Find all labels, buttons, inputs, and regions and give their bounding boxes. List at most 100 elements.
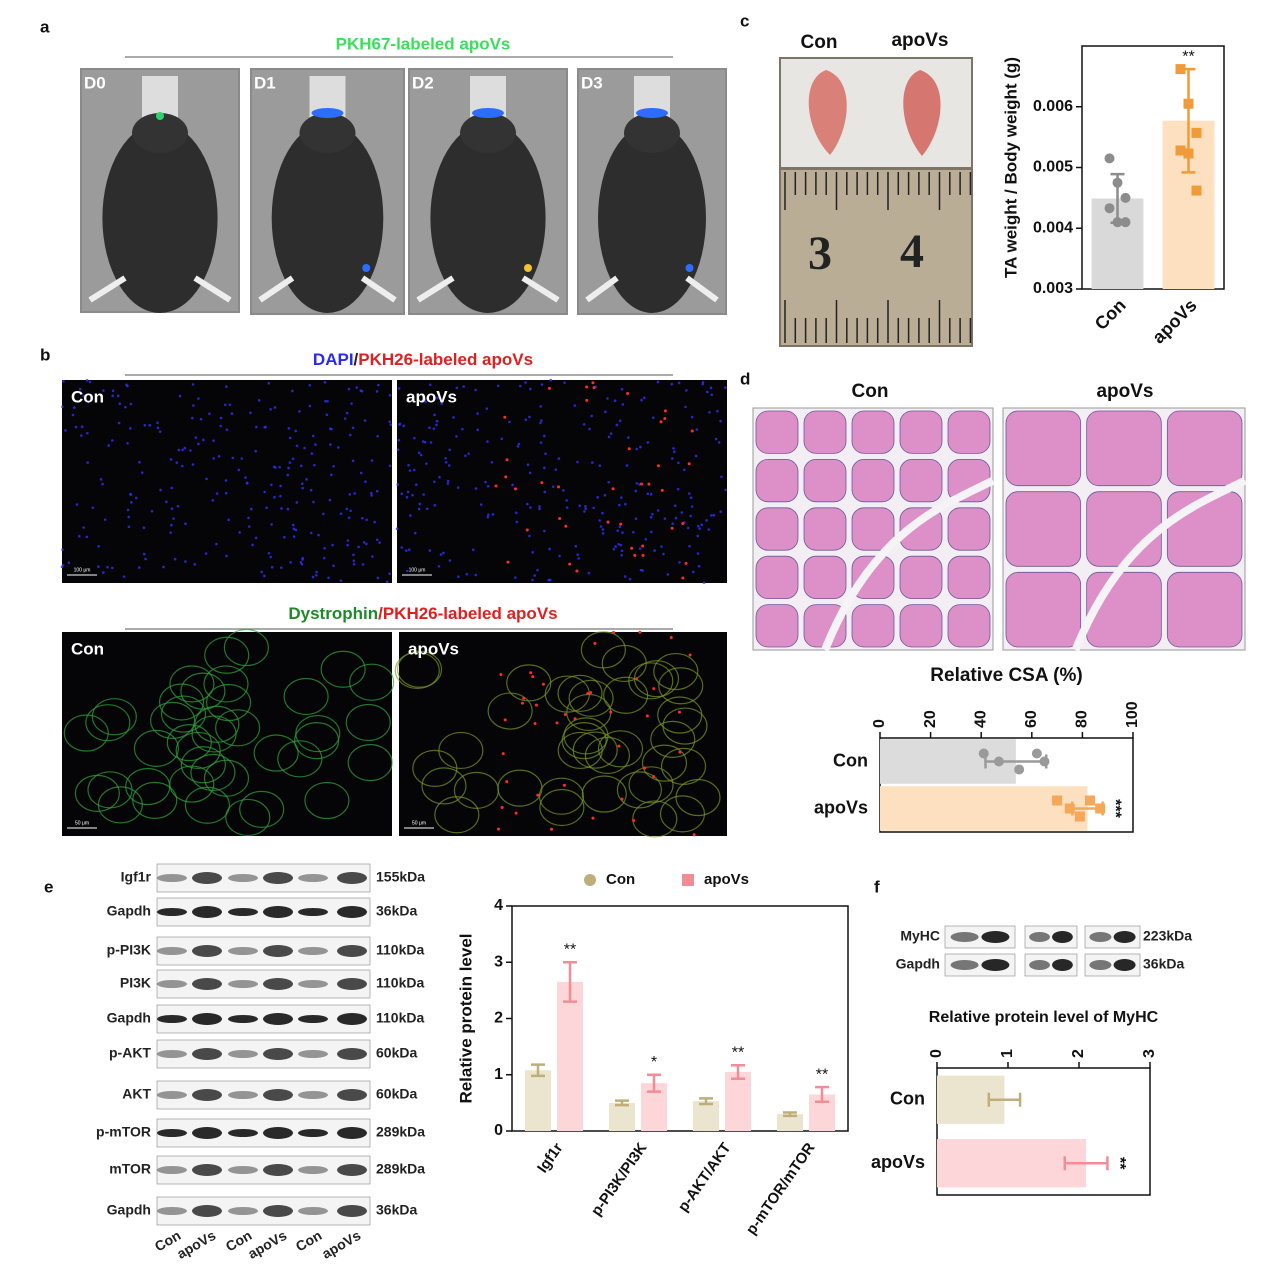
band: [192, 872, 222, 884]
fiber: [180, 672, 226, 710]
apov-signal: [494, 484, 498, 488]
annotation: **: [732, 1044, 744, 1061]
muscle: [808, 70, 847, 155]
nucleus: [513, 576, 517, 579]
nucleus: [148, 423, 152, 427]
x-tick-label: 20: [922, 710, 939, 728]
fiber: [755, 555, 799, 600]
image-label: apoVs: [1096, 381, 1153, 402]
nucleus: [607, 435, 611, 439]
nucleus: [325, 413, 329, 417]
nucleus: [601, 511, 604, 515]
nucleus: [413, 436, 416, 440]
y-tick-label: 0.006: [1033, 98, 1073, 115]
nucleus: [432, 427, 436, 430]
nucleus: [462, 385, 465, 388]
bar: [776, 1114, 803, 1131]
band: [157, 1050, 187, 1058]
fiber: [899, 410, 943, 454]
nucleus: [323, 546, 326, 550]
nucleus: [588, 427, 591, 431]
nucleus: [407, 463, 410, 467]
nucleus: [433, 480, 436, 484]
signal: [311, 108, 344, 118]
fiber: [616, 771, 662, 809]
gap: [821, 477, 995, 652]
nucleus: [618, 419, 622, 423]
nucleus: [724, 488, 727, 492]
y-axis-label: TA weight / Body weight (g): [1001, 57, 1020, 278]
nucleus: [640, 398, 643, 402]
muscle-photo: [779, 57, 973, 347]
nucleus: [671, 457, 674, 460]
nucleus: [298, 410, 301, 413]
fiber: [803, 458, 847, 503]
nucleus: [690, 415, 694, 419]
annotation: ***: [1106, 799, 1123, 818]
nucleus: [314, 443, 317, 446]
nucleus: [406, 569, 409, 573]
y-tick-label: 0: [494, 1122, 503, 1139]
band: [263, 1089, 293, 1101]
apov-signal: [520, 701, 524, 705]
size-label: 36kDa: [376, 903, 417, 919]
nucleus: [486, 484, 490, 488]
bar: [524, 1070, 551, 1131]
fiber: [584, 736, 631, 775]
apov-signal: [641, 544, 645, 548]
fiber: [544, 675, 590, 713]
apov-signal: [659, 420, 663, 424]
nucleus: [533, 574, 536, 577]
legend-label: Con: [606, 871, 635, 888]
band: [263, 1205, 293, 1217]
nucleus: [388, 464, 392, 468]
nucleus: [623, 575, 627, 578]
nucleus: [278, 465, 281, 469]
nucleus: [101, 482, 104, 486]
band: [1052, 931, 1073, 943]
apov-signal: [531, 675, 535, 679]
error-bar: [563, 961, 578, 1003]
nucleus: [634, 489, 638, 493]
nucleus: [471, 548, 475, 552]
nucleus: [620, 387, 624, 391]
category-label: Igf1r: [534, 1140, 567, 1177]
error-bar: [987, 1092, 1022, 1107]
nucleus: [224, 491, 228, 495]
protein-label: Gapdh: [107, 1010, 151, 1026]
nucleus: [639, 445, 642, 449]
nucleus: [288, 461, 292, 464]
nucleus: [205, 477, 208, 481]
nucleus: [388, 420, 392, 424]
protein-label: Gapdh: [107, 903, 151, 919]
nucleus: [82, 394, 86, 398]
nucleus: [350, 402, 353, 405]
nucleus: [491, 513, 495, 516]
nucleus: [270, 523, 273, 526]
annotation: **: [816, 1066, 828, 1083]
nucleus: [178, 394, 182, 398]
nucleus: [697, 564, 701, 568]
apov-signal: [591, 816, 595, 820]
nucleus: [365, 542, 368, 546]
nucleus: [576, 460, 579, 464]
band: [1089, 932, 1112, 942]
nucleus: [219, 424, 223, 428]
band: [337, 872, 367, 884]
nucleus: [576, 553, 580, 557]
nucleus: [452, 416, 455, 419]
nucleus: [435, 419, 439, 423]
image-label: apoVs: [891, 30, 948, 51]
nucleus: [621, 403, 625, 406]
apov-signal: [503, 415, 507, 419]
image-label: Con: [71, 639, 104, 658]
nucleus: [631, 531, 635, 534]
fiber: [149, 701, 196, 739]
nucleus: [526, 463, 530, 467]
nucleus: [61, 564, 65, 567]
nucleus: [584, 505, 587, 508]
nucleus: [352, 562, 356, 566]
nucleus: [370, 459, 374, 462]
size-label: 155kDa: [376, 869, 425, 885]
nucleus: [375, 390, 379, 393]
